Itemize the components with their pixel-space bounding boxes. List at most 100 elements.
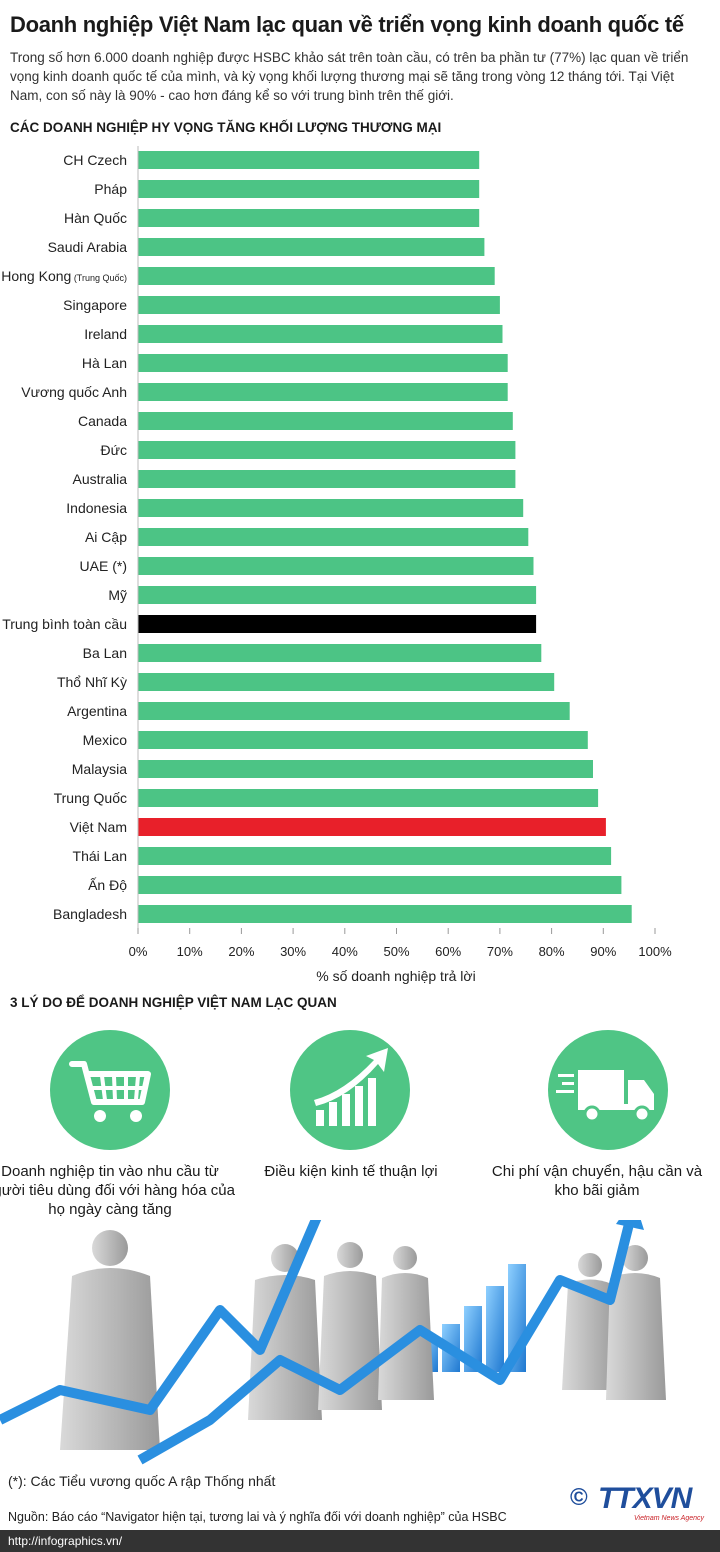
category-name: Indonesia [66,500,127,516]
category-label-15: Mỹ [108,587,127,603]
bar-24 [138,847,612,865]
bar-1 [138,180,480,198]
category-name: Thái Lan [73,848,127,864]
bar-9 [138,412,513,430]
category-label-10: Đức [101,442,127,458]
reason-3-text: Chi phí vận chuyển, hậu cần và kho bãi g… [491,1163,703,1199]
category-name: Đức [101,442,127,458]
category-label-7: Hà Lan [82,355,127,371]
category-label-16: Trung bình toàn cầu [2,616,127,632]
category-name: Việt Nam [70,819,127,835]
reasons-heading: 3 LÝ DO ĐỂ DOANH NGHIỆP VIỆT NAM LẠC QUA… [10,995,337,1010]
category-label-14: UAE (*) [80,558,127,574]
category-name: Singapore [63,297,127,313]
category-label-11: Australia [73,471,128,487]
category-label-6: Ireland [84,326,127,342]
reason-2-text: Điều kiện kinh tế thuận lợi [264,1163,438,1180]
category-label-23: Việt Nam [70,819,127,835]
x-tick-label-9: 90% [590,944,616,959]
x-tick-label-0: 0% [129,944,148,959]
category-label-24: Thái Lan [73,848,127,864]
category-name: Hà Lan [82,355,127,371]
logo-name: TTXVN [598,1482,692,1515]
person-figures [60,1230,666,1450]
bar-11 [138,470,516,488]
category-name: Canada [78,413,127,429]
x-tick-label-8: 80% [539,944,565,959]
business-people-illustration [0,1220,666,1465]
growth-chart-icon [314,1048,388,1126]
category-name: Saudi Arabia [48,239,128,255]
reason-1-circle [50,1030,170,1150]
bar-5 [138,296,500,314]
category-name: Ấn Độ [88,877,127,893]
bars-layer [138,151,632,923]
x-axis-ticks: 0% 10% 20% 30% 40% 50% 60% 70% 80% 90% 100% [129,146,672,959]
bar-14 [138,557,534,575]
category-label-12: Indonesia [66,500,127,516]
category-label-26: Bangladesh [53,906,127,922]
x-axis-label: % số doanh nghiệp trả lời [316,968,475,984]
x-tick-label-5: 50% [383,944,409,959]
bar-26 [138,905,632,923]
bar-17 [138,644,542,662]
reason-3-circle [548,1030,668,1150]
intro-paragraph: Trong số hơn 6.000 doanh nghiệp được HSB… [10,50,689,103]
category-name: Thổ Nhĩ Kỳ [57,674,127,690]
category-label-9: Canada [78,413,127,429]
category-label-3: Saudi Arabia [48,239,128,255]
category-name: UAE (*) [80,558,127,574]
page-title: Doanh nghiệp Việt Nam lạc quan về triển … [10,12,684,37]
bar-16 [138,615,537,633]
bar-15 [138,586,537,604]
arrow-heads [616,1220,644,1230]
category-label-20: Mexico [83,732,128,748]
growth-arrows [0,1220,635,1465]
x-tick-label-4: 40% [332,944,358,959]
category-name: Trung bình toàn cầu [2,616,127,632]
ttxvn-logo: © TTXVN Vietnam News Agency [570,1482,710,1526]
bar-22 [138,789,599,807]
bar-2 [138,209,480,227]
shopping-cart-icon [69,1061,151,1122]
bar-23 [138,818,606,836]
category-label-8: Vương quốc Anh [21,384,127,400]
source-note: Nguồn: Báo cáo “Navigator hiện tại, tươn… [8,1510,507,1524]
x-tick-label-10: 100% [638,944,672,959]
bar-chart: CH Czech Pháp Hàn Quốc Saudi Arabia Hong Kon… [1,146,672,984]
category-label-2: Hàn Quốc [64,210,127,226]
bar-20 [138,731,588,749]
category-label-17: Ba Lan [83,645,127,661]
reason-1-text: Doanh nghiệp tin vào nhu cầu từ người ti… [0,1163,235,1218]
bar-0 [138,151,480,169]
category-labels: CH Czech Pháp Hàn Quốc Saudi Arabia Hong Kon… [1,152,127,922]
category-name: CH Czech [63,152,127,168]
category-name: Ai Cập [85,529,127,545]
category-label-21: Malaysia [72,761,127,777]
category-label-5: Singapore [63,297,127,313]
bar-7 [138,354,508,372]
bar-10 [138,441,516,459]
category-name: Vương quốc Anh [21,384,127,400]
category-label-13: Ai Cập [85,529,127,545]
category-name: Hàn Quốc [64,210,127,226]
category-label-25: Ấn Độ [88,877,127,893]
category-name: Argentina [67,703,127,719]
category-label-22: Trung Quốc [54,790,127,806]
delivery-truck-icon [556,1070,654,1123]
category-name: Trung Quốc [54,790,127,806]
footnote: (*): Các Tiểu vương quốc A rập Thống nhấ… [8,1473,276,1489]
bar-4 [138,267,495,285]
category-name: Pháp [94,181,127,197]
category-name: Mỹ [108,587,127,603]
category-label-4: Hong Kong (Trung Quốc) [1,268,127,284]
copyright-icon: © [570,1484,588,1511]
bar-12 [138,499,524,517]
category-label-19: Argentina [67,703,127,719]
x-tick-label-7: 70% [487,944,513,959]
x-tick-label-6: 60% [435,944,461,959]
bar-6 [138,325,503,343]
chart-heading: CÁC DOANH NGHIỆP HY VỌNG TĂNG KHỐI LƯỢNG… [10,120,442,135]
site-url[interactable]: http://infographics.vn/ [0,1530,720,1552]
bar-13 [138,528,529,546]
